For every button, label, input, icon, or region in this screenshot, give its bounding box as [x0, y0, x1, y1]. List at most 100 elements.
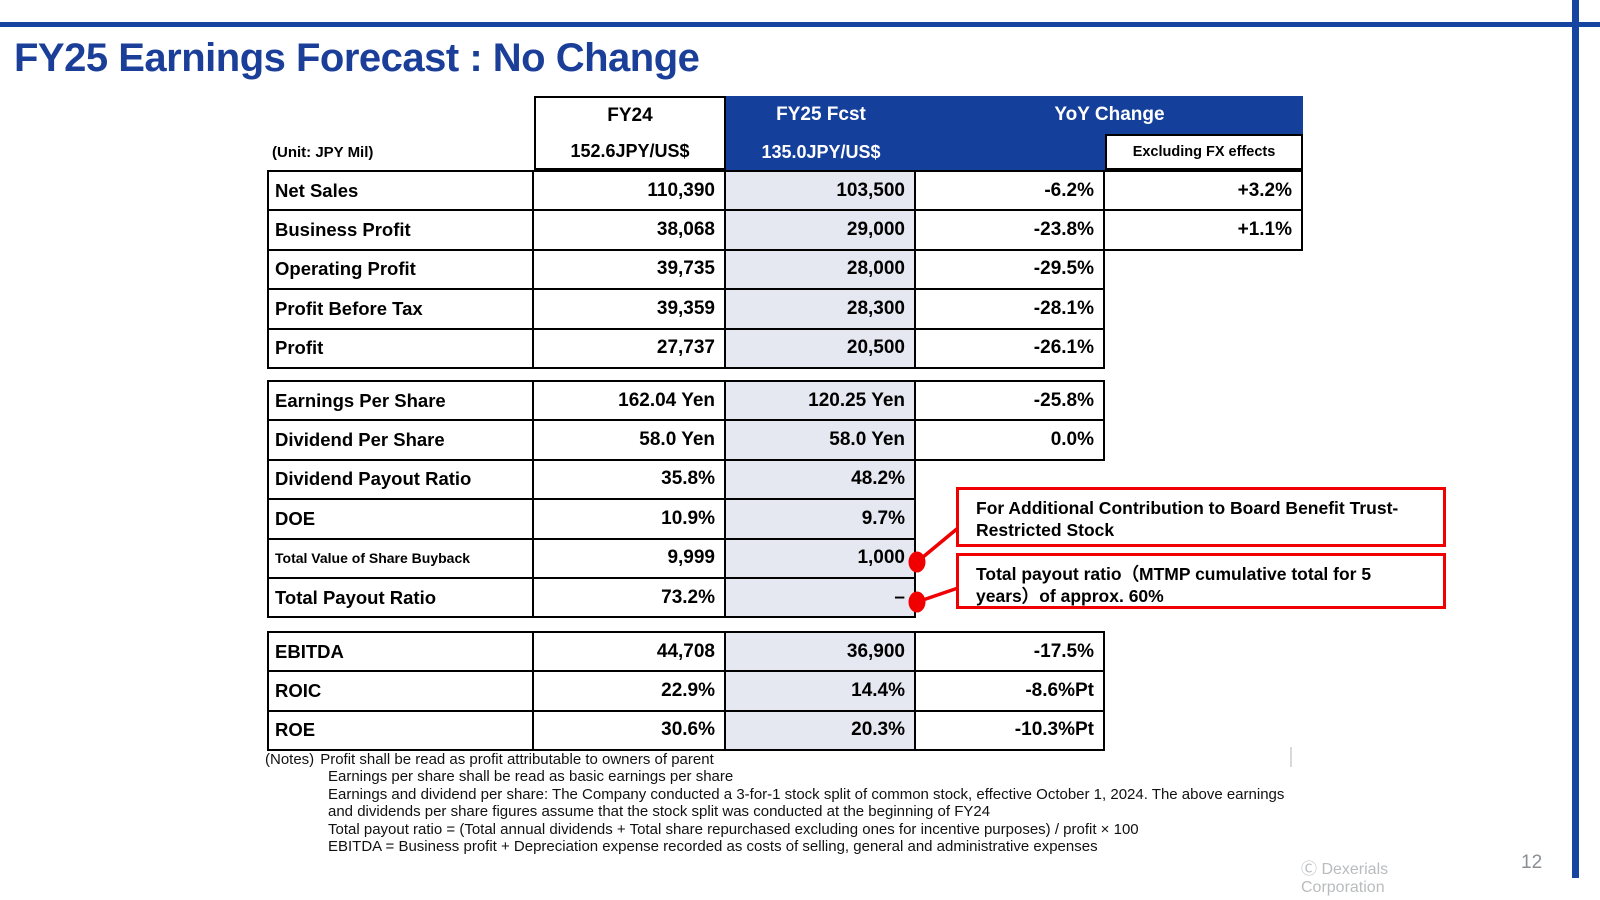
- table-row: DOE 10.9% 9.7%: [267, 500, 1105, 540]
- table-row: EBITDA 44,708 36,900 -17.5%: [267, 633, 1105, 673]
- note-line: EBITDA = Business profit + Depreciation …: [328, 838, 1098, 856]
- table-row: Business Profit 38,068 29,000 -23.8% +1.…: [267, 211, 1303, 251]
- red-dot-icon: [908, 591, 926, 613]
- table-row: Profit 27,737 20,500 -26.1%: [267, 329, 1303, 369]
- callout-leader-lines: [908, 526, 960, 613]
- table-block-pl: Net Sales 110,390 103,500 -6.2% +3.2% Bu…: [267, 170, 1303, 369]
- table-row: Earnings Per Share 162.04 Yen 120.25 Yen…: [267, 382, 1105, 422]
- yoy-value: -10.3%Pt: [916, 711, 1105, 752]
- callout-board-benefit-trust: For Additional Contribution to Board Ben…: [956, 487, 1446, 547]
- row-label: Dividend Payout Ratio: [267, 460, 534, 501]
- fy24-value: 38,068: [534, 211, 726, 251]
- header-fy24-rate: 152.6JPY/US$: [570, 140, 690, 161]
- unit-label: (Unit: JPY Mil): [272, 143, 374, 161]
- table-row: ROE 30.6% 20.3% -10.3%Pt: [267, 711, 1105, 752]
- fy25-value: 29,000: [726, 211, 916, 251]
- row-label: Profit Before Tax: [267, 290, 534, 330]
- fy25-value: 1,000: [726, 539, 916, 579]
- top-accent-rule: [0, 22, 1600, 27]
- notes-prefix: (Notes): [265, 751, 315, 768]
- table-row: Dividend Payout Ratio 35.8% 48.2%: [267, 460, 1105, 501]
- note-line: Earnings per share shall be read as basi…: [328, 768, 734, 786]
- yoy-value: -23.8%: [916, 211, 1105, 251]
- table-row: Total Payout Ratio 73.2% –: [267, 578, 1105, 619]
- row-label: Profit: [267, 329, 534, 369]
- fy24-value: 10.9%: [534, 500, 726, 540]
- fy24-value: 162.04 Yen: [534, 382, 726, 422]
- fy25-value: 103,500: [726, 172, 916, 212]
- header-fy25-title: FY25 Fcst: [776, 104, 866, 125]
- note-line: Earnings and dividend per share: The Com…: [328, 785, 1285, 803]
- right-accent-rule: [1572, 0, 1579, 878]
- table-row: Profit Before Tax 39,359 28,300 -28.1%: [267, 290, 1303, 330]
- header-fy24-title: FY24: [607, 105, 653, 126]
- row-label: ROIC: [267, 672, 534, 712]
- header-blue-band-lower: 135.0JPY/US$: [726, 134, 1105, 170]
- fy24-value: 30.6%: [534, 711, 726, 752]
- page-title: FY25 Earnings Forecast : No Change: [14, 36, 700, 80]
- header-fy25-rate: 135.0JPY/US$: [761, 141, 881, 162]
- header-blue-band: FY25 Fcst YoY Change: [726, 96, 1303, 134]
- note-text: Profit shall be read as profit attributa…: [320, 751, 714, 768]
- note-line: Total payout ratio = (Total annual divid…: [328, 820, 1139, 838]
- fy24-value: 27,737: [534, 329, 726, 369]
- page-number: 12: [1521, 852, 1543, 873]
- callout-line: Total payout ratio（MTMP cumulative total…: [976, 564, 1372, 584]
- red-dot-icon: [908, 551, 926, 573]
- fy24-value: 39,735: [534, 250, 726, 291]
- yoy-value: -29.5%: [916, 250, 1105, 291]
- row-label: Business Profit: [267, 211, 534, 251]
- fy25-value: 36,900: [726, 633, 916, 673]
- row-label: Total Payout Ratio: [267, 578, 534, 619]
- fy25-value: 9.7%: [726, 500, 916, 540]
- copyright-text: Ⓒ Dexerials Corporation: [1301, 861, 1389, 896]
- fy24-value: 35.8%: [534, 460, 726, 501]
- fy24-value: 58.0 Yen: [534, 421, 726, 461]
- fy25-value: 20.3%: [726, 711, 916, 752]
- fy24-value: 73.2%: [534, 578, 726, 619]
- row-label: Earnings Per Share: [267, 382, 534, 422]
- row-label: ROE: [267, 711, 534, 752]
- notes: (Notes) Profit shall be read as profit at…: [265, 751, 1284, 855]
- header-yoy-title: YoY Change: [1054, 104, 1165, 125]
- fy25-value: 20,500: [726, 329, 916, 369]
- yoy-value: -8.6%Pt: [916, 672, 1105, 712]
- row-label: DOE: [267, 500, 534, 540]
- row-label: Net Sales: [267, 172, 534, 212]
- yoy-value: -26.1%: [916, 329, 1105, 369]
- excl-fx-value: +1.1%: [1105, 211, 1303, 251]
- callout-line: years）of approx. 60%: [976, 586, 1164, 607]
- note-line: and dividends per share figures assume t…: [328, 803, 991, 821]
- table-row: Total Value of Share Buyback 9,999 1,000: [267, 539, 1105, 579]
- fy24-value: 110,390: [534, 172, 726, 212]
- row-label: EBITDA: [267, 633, 534, 673]
- fy24-value: 9,999: [534, 539, 726, 579]
- fy25-value: 28,000: [726, 250, 916, 291]
- note-line: (Notes) Profit shall be read as profit at…: [265, 751, 1284, 768]
- callout-line: For Additional Contribution to Board Ben…: [976, 498, 1399, 518]
- table-block-indicators: EBITDA 44,708 36,900 -17.5% ROIC 22.9% 1…: [267, 631, 1105, 752]
- table-row: Net Sales 110,390 103,500 -6.2% +3.2%: [267, 172, 1303, 212]
- table-block-per-share: Earnings Per Share 162.04 Yen 120.25 Yen…: [267, 380, 1105, 619]
- table-row: Operating Profit 39,735 28,000 -29.5%: [267, 250, 1303, 291]
- fy25-value: 14.4%: [726, 672, 916, 712]
- row-label: Dividend Per Share: [267, 421, 534, 461]
- yoy-value: -28.1%: [916, 290, 1105, 330]
- fy24-value: 44,708: [534, 633, 726, 673]
- excl-fx-value: +3.2%: [1105, 172, 1303, 212]
- fy25-value: 48.2%: [726, 460, 916, 501]
- fy24-value: 39,359: [534, 290, 726, 330]
- header-excl-fx-cell: Excluding FX effects: [1105, 134, 1303, 170]
- stray-cursor-mark: [1290, 747, 1292, 767]
- row-label: Operating Profit: [267, 250, 534, 291]
- table-row: ROIC 22.9% 14.4% -8.6%Pt: [267, 672, 1105, 712]
- header-fy24-cell: FY24 152.6JPY/US$: [534, 96, 726, 170]
- yoy-value: -17.5%: [916, 633, 1105, 673]
- fy25-value: –: [726, 578, 916, 619]
- table-row: Dividend Per Share 58.0 Yen 58.0 Yen 0.0…: [267, 421, 1105, 461]
- yoy-value: 0.0%: [916, 421, 1105, 461]
- callout-total-payout-ratio: Total payout ratio（MTMP cumulative total…: [956, 553, 1446, 609]
- yoy-value: -6.2%: [916, 172, 1105, 212]
- fy25-value: 58.0 Yen: [726, 421, 916, 461]
